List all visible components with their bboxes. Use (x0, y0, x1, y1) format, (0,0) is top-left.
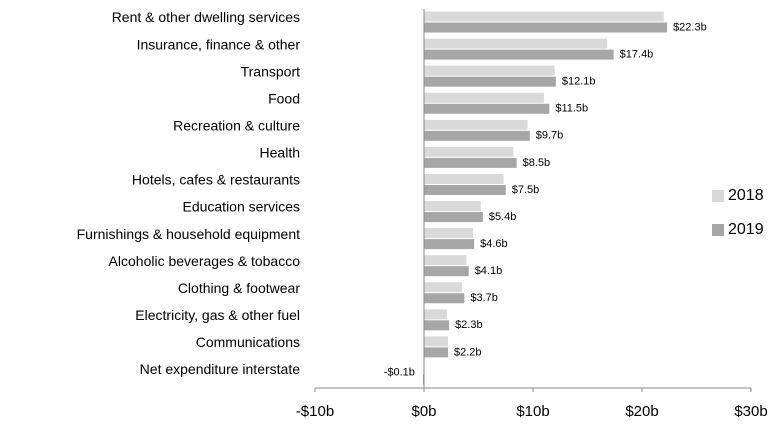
bar (424, 201, 481, 212)
value-label: $2.2b (454, 346, 482, 358)
value-label: $2.3b (455, 319, 483, 331)
bar (424, 293, 465, 304)
legend-swatch (712, 224, 724, 236)
legend-label: 2019 (728, 221, 764, 238)
value-label: $8.5b (523, 157, 551, 169)
bar (424, 38, 608, 49)
value-label: -$0.1b (384, 366, 415, 378)
value-label: $17.4b (620, 49, 654, 61)
bar (424, 320, 450, 331)
bar (422, 374, 424, 385)
bar (424, 146, 514, 157)
bar (424, 255, 467, 266)
legend-swatch (712, 190, 724, 202)
bar (424, 65, 555, 76)
bar (424, 11, 664, 22)
x-tick-label: $20b (625, 403, 658, 420)
bar (424, 92, 544, 103)
category-label: Hotels, cafes & restaurants (132, 172, 300, 188)
bar (424, 239, 475, 250)
bar (424, 184, 506, 195)
category-label: Communications (196, 334, 300, 350)
category-label: Furnishings & household equipment (77, 226, 300, 242)
value-label: $11.5b (555, 103, 588, 115)
category-label: Transport (241, 63, 301, 79)
bar (424, 119, 528, 130)
category-label: Alcoholic beverages & tobacco (109, 253, 301, 269)
value-label: $22.3b (673, 21, 707, 33)
value-label: $9.7b (536, 130, 564, 142)
legend-label: 2018 (728, 187, 764, 204)
value-label: $5.4b (489, 211, 517, 223)
bar (424, 49, 614, 60)
category-label: Clothing & footwear (178, 280, 301, 296)
category-label: Food (268, 90, 300, 106)
value-label: $4.6b (480, 238, 508, 250)
category-label: Net expenditure interstate (140, 361, 301, 377)
bar (424, 347, 448, 358)
category-label: Recreation & culture (173, 118, 300, 134)
value-label: $12.1b (562, 76, 596, 88)
category-label: Rent & other dwelling services (112, 9, 300, 25)
category-label: Education services (182, 199, 300, 215)
bar (424, 130, 530, 141)
bar (424, 228, 474, 239)
x-tick-label: -$10b (296, 403, 334, 420)
bar (424, 157, 517, 168)
bar (424, 266, 469, 277)
bar (424, 212, 483, 223)
x-tick-label: $0b (411, 403, 436, 420)
x-tick-label: $10b (516, 403, 549, 420)
bar (424, 173, 504, 184)
bar (424, 282, 463, 293)
category-label: Insurance, finance & other (137, 36, 301, 52)
category-label: Electricity, gas & other fuel (135, 307, 300, 323)
value-label: $3.7b (470, 292, 498, 304)
bar (424, 22, 668, 33)
value-label: $4.1b (475, 265, 503, 277)
bar (424, 103, 550, 114)
bar (424, 336, 448, 347)
x-tick-label: $30b (734, 403, 767, 420)
category-label: Health (260, 145, 300, 161)
bar (424, 76, 556, 87)
bar (424, 309, 447, 320)
value-label: $7.5b (512, 184, 540, 196)
